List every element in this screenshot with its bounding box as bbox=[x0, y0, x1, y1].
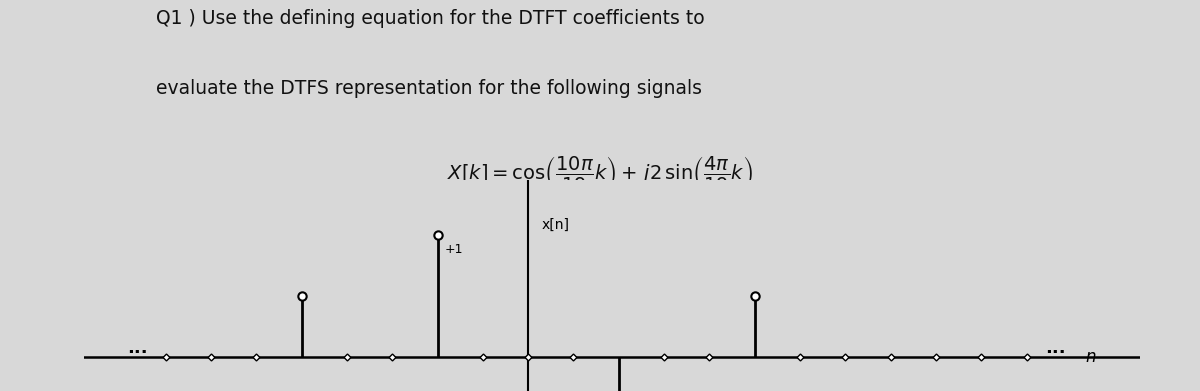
Text: $X[k] = \cos\!\left(\dfrac{10\pi}{19}k\right) + \,j2\,\sin\!\left(\dfrac{4\pi}{1: $X[k] = \cos\!\left(\dfrac{10\pi}{19}k\r… bbox=[448, 154, 752, 193]
Text: ...: ... bbox=[127, 339, 148, 357]
Text: ...: ... bbox=[1045, 339, 1066, 357]
Text: +1: +1 bbox=[444, 243, 463, 256]
Text: Q1 ) Use the defining equation for the DTFT coefficients to: Q1 ) Use the defining equation for the D… bbox=[156, 9, 704, 29]
Text: n: n bbox=[1086, 348, 1096, 366]
Text: x[n]: x[n] bbox=[541, 218, 570, 232]
Text: evaluate the DTFS representation for the following signals: evaluate the DTFS representation for the… bbox=[156, 79, 702, 98]
